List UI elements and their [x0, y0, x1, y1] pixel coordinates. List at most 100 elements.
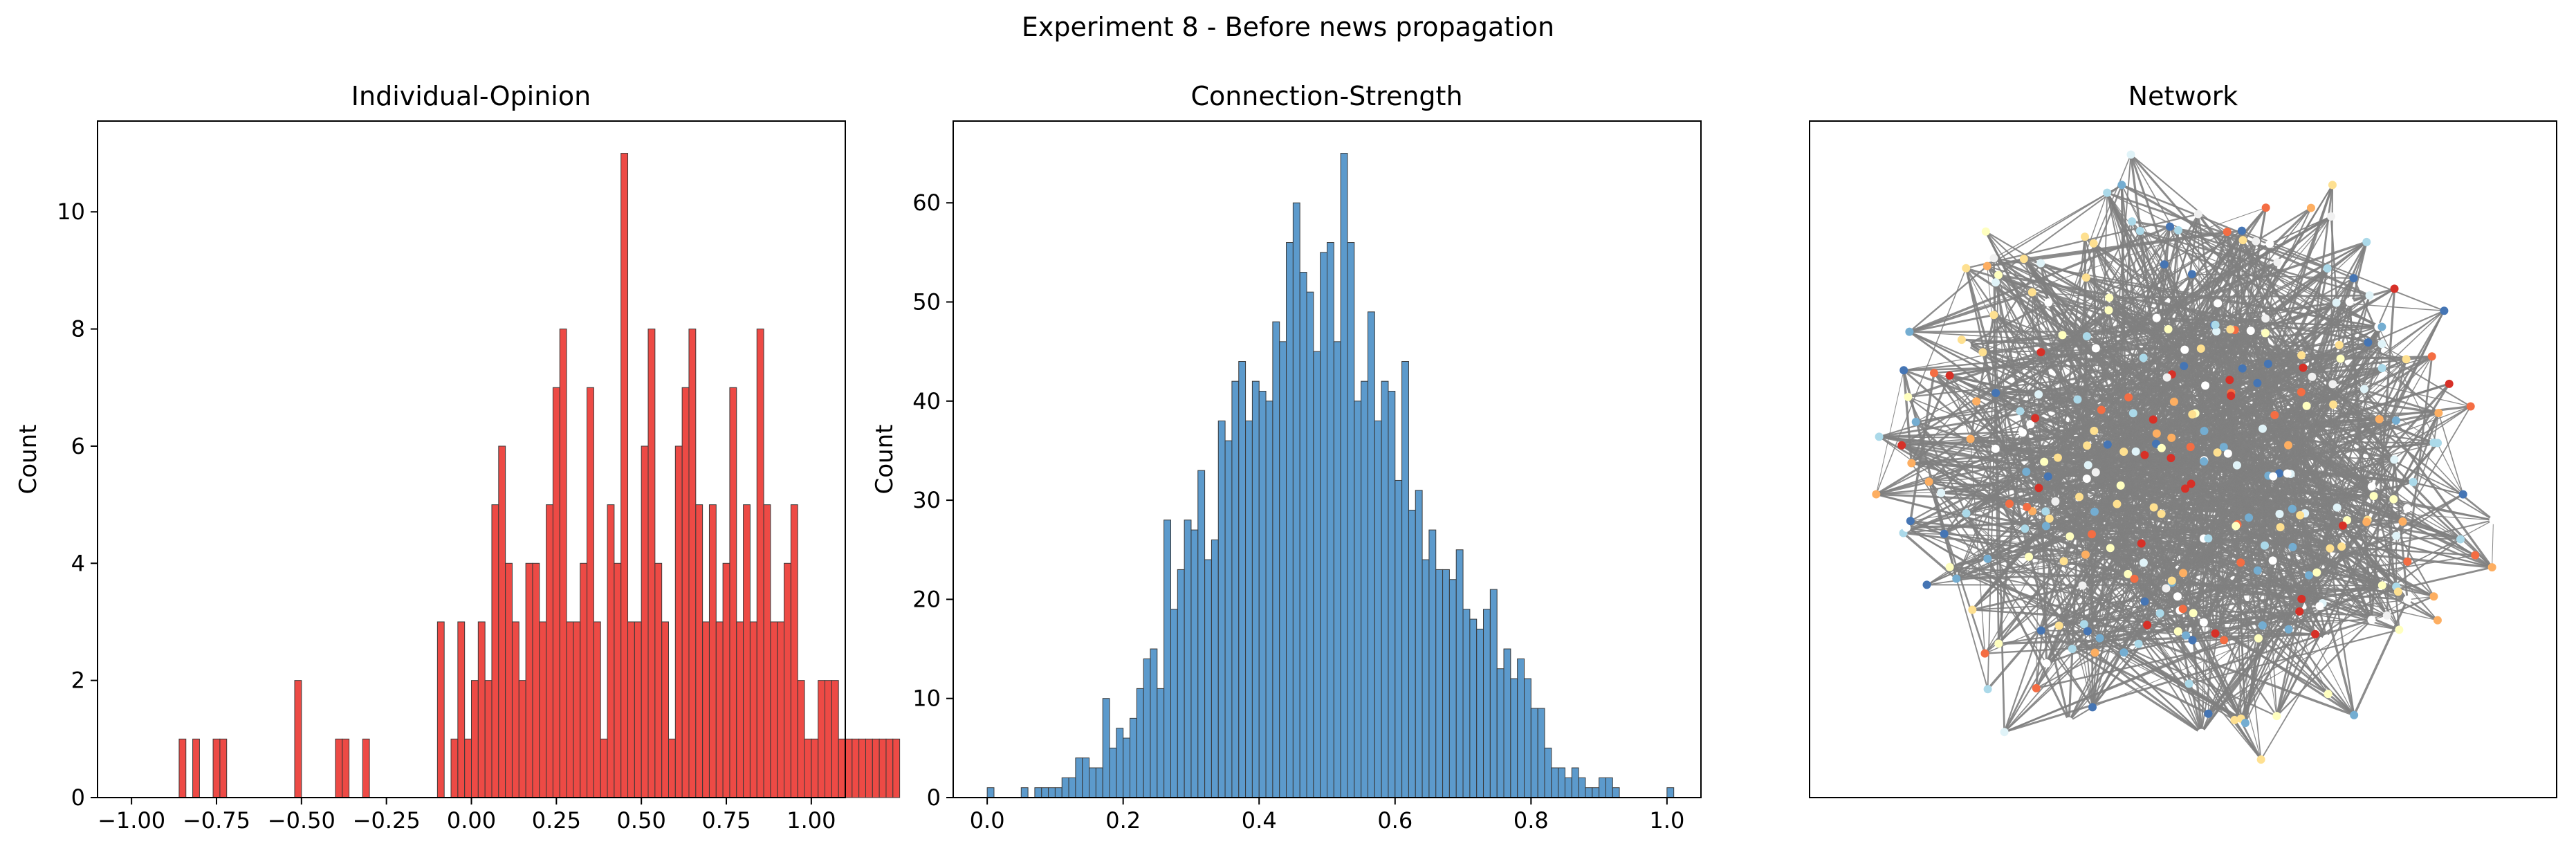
network-edge	[2227, 230, 2371, 297]
network-node	[2392, 531, 2401, 540]
network-node	[2398, 517, 2407, 526]
histogram-bar	[804, 738, 812, 798]
network-node	[2258, 424, 2267, 433]
histogram-bar	[688, 329, 697, 798]
histogram-bar	[1034, 787, 1042, 798]
network-node	[2326, 212, 2335, 221]
histogram-bar	[1381, 380, 1389, 798]
network-edge	[2021, 432, 2047, 512]
network-node	[2179, 569, 2188, 578]
histogram-bar	[845, 738, 853, 798]
network-node	[2090, 426, 2099, 435]
network-edge	[1985, 230, 2185, 351]
network-node	[2000, 728, 2009, 737]
y-tick-label: 6	[71, 433, 85, 459]
network-node	[2283, 469, 2292, 478]
network-edge	[2155, 318, 2205, 462]
network-edge	[2004, 618, 2372, 733]
histogram-bar	[736, 621, 744, 798]
network-node	[2245, 513, 2254, 522]
network-node	[2315, 602, 2324, 611]
histogram-bar	[1496, 668, 1505, 798]
network-edge	[1982, 262, 2042, 353]
network-edge	[1901, 444, 2026, 530]
histogram-bar	[1442, 569, 1450, 798]
network-edge	[2045, 537, 2209, 665]
network-node	[2391, 416, 2400, 425]
network-edge	[2087, 630, 2246, 724]
network-edge	[2395, 356, 2433, 421]
network-edge	[2275, 598, 2303, 717]
network-edge	[2197, 213, 2304, 369]
histogram-bar	[681, 387, 690, 798]
network-node	[1897, 441, 1906, 450]
network-node	[2284, 441, 2293, 450]
network-edge	[1876, 494, 2184, 573]
histogram-bar	[1564, 777, 1572, 798]
network-node	[1994, 639, 2003, 648]
histogram-bar	[607, 504, 615, 798]
network-node	[2103, 188, 2112, 197]
network-node	[2284, 625, 2293, 634]
network-node	[2128, 217, 2137, 226]
network-edge	[2085, 184, 2123, 278]
network-node	[2369, 492, 2378, 501]
network-edge	[2377, 327, 2464, 495]
network-node	[2066, 532, 2074, 541]
histogram-bar	[1428, 529, 1437, 798]
network-node	[2139, 558, 2148, 567]
network-node	[2140, 597, 2149, 606]
network-edge	[1998, 275, 2045, 462]
histogram-bar	[1224, 440, 1233, 798]
network-edge	[2231, 392, 2394, 500]
histogram-bar	[1585, 787, 1593, 798]
network-node	[2180, 362, 2189, 371]
histogram-bar	[192, 738, 200, 798]
network-node	[2237, 226, 2246, 235]
histogram-bar	[566, 621, 574, 798]
network-node	[2065, 717, 2074, 726]
network-node	[1929, 369, 1938, 378]
network-edge	[1966, 213, 2199, 269]
network-node	[2180, 345, 2189, 354]
network-node	[2365, 291, 2374, 300]
network-edge	[2086, 276, 2379, 328]
network-node	[2019, 255, 2028, 264]
network-node	[2143, 620, 2152, 629]
histogram-bar	[1544, 747, 1552, 798]
y-tick-label: 40	[912, 388, 941, 414]
histogram-bar	[1320, 252, 1328, 798]
network-edge	[2106, 192, 2328, 270]
network-node	[1991, 444, 2000, 453]
network-edge	[2202, 544, 2266, 623]
histogram-bar	[1048, 787, 1056, 798]
network-node	[2223, 449, 2232, 458]
network-node	[2403, 557, 2412, 566]
network-edge	[2250, 330, 2408, 509]
histogram-bar	[1136, 688, 1144, 798]
network-edge	[1969, 315, 1995, 439]
histogram-bar	[620, 153, 629, 798]
network-node	[2152, 313, 2161, 322]
network-node	[2106, 544, 2115, 553]
network-node	[2456, 535, 2465, 544]
y-tick-label: 0	[927, 784, 941, 811]
network-edge	[2234, 329, 2404, 522]
y-tick-label: 8	[71, 316, 85, 342]
network-node	[1978, 348, 1987, 357]
network-node	[2091, 468, 2100, 477]
y-tick-label: 4	[71, 550, 85, 576]
histogram-bar	[491, 504, 499, 798]
opinion-histogram-title: Individual-Opinion	[351, 81, 591, 111]
network-node	[2323, 264, 2332, 273]
network-node	[2059, 557, 2068, 566]
histogram-bar	[1075, 757, 1083, 798]
network-edge	[1903, 369, 2021, 412]
histogram-bar	[1374, 420, 1382, 798]
histogram-bar	[1578, 777, 1586, 798]
network-node	[2336, 354, 2345, 363]
network-edge	[2092, 243, 2144, 358]
network-edge	[2094, 511, 2342, 548]
network-node	[2184, 679, 2193, 688]
network-node	[2345, 297, 2354, 306]
